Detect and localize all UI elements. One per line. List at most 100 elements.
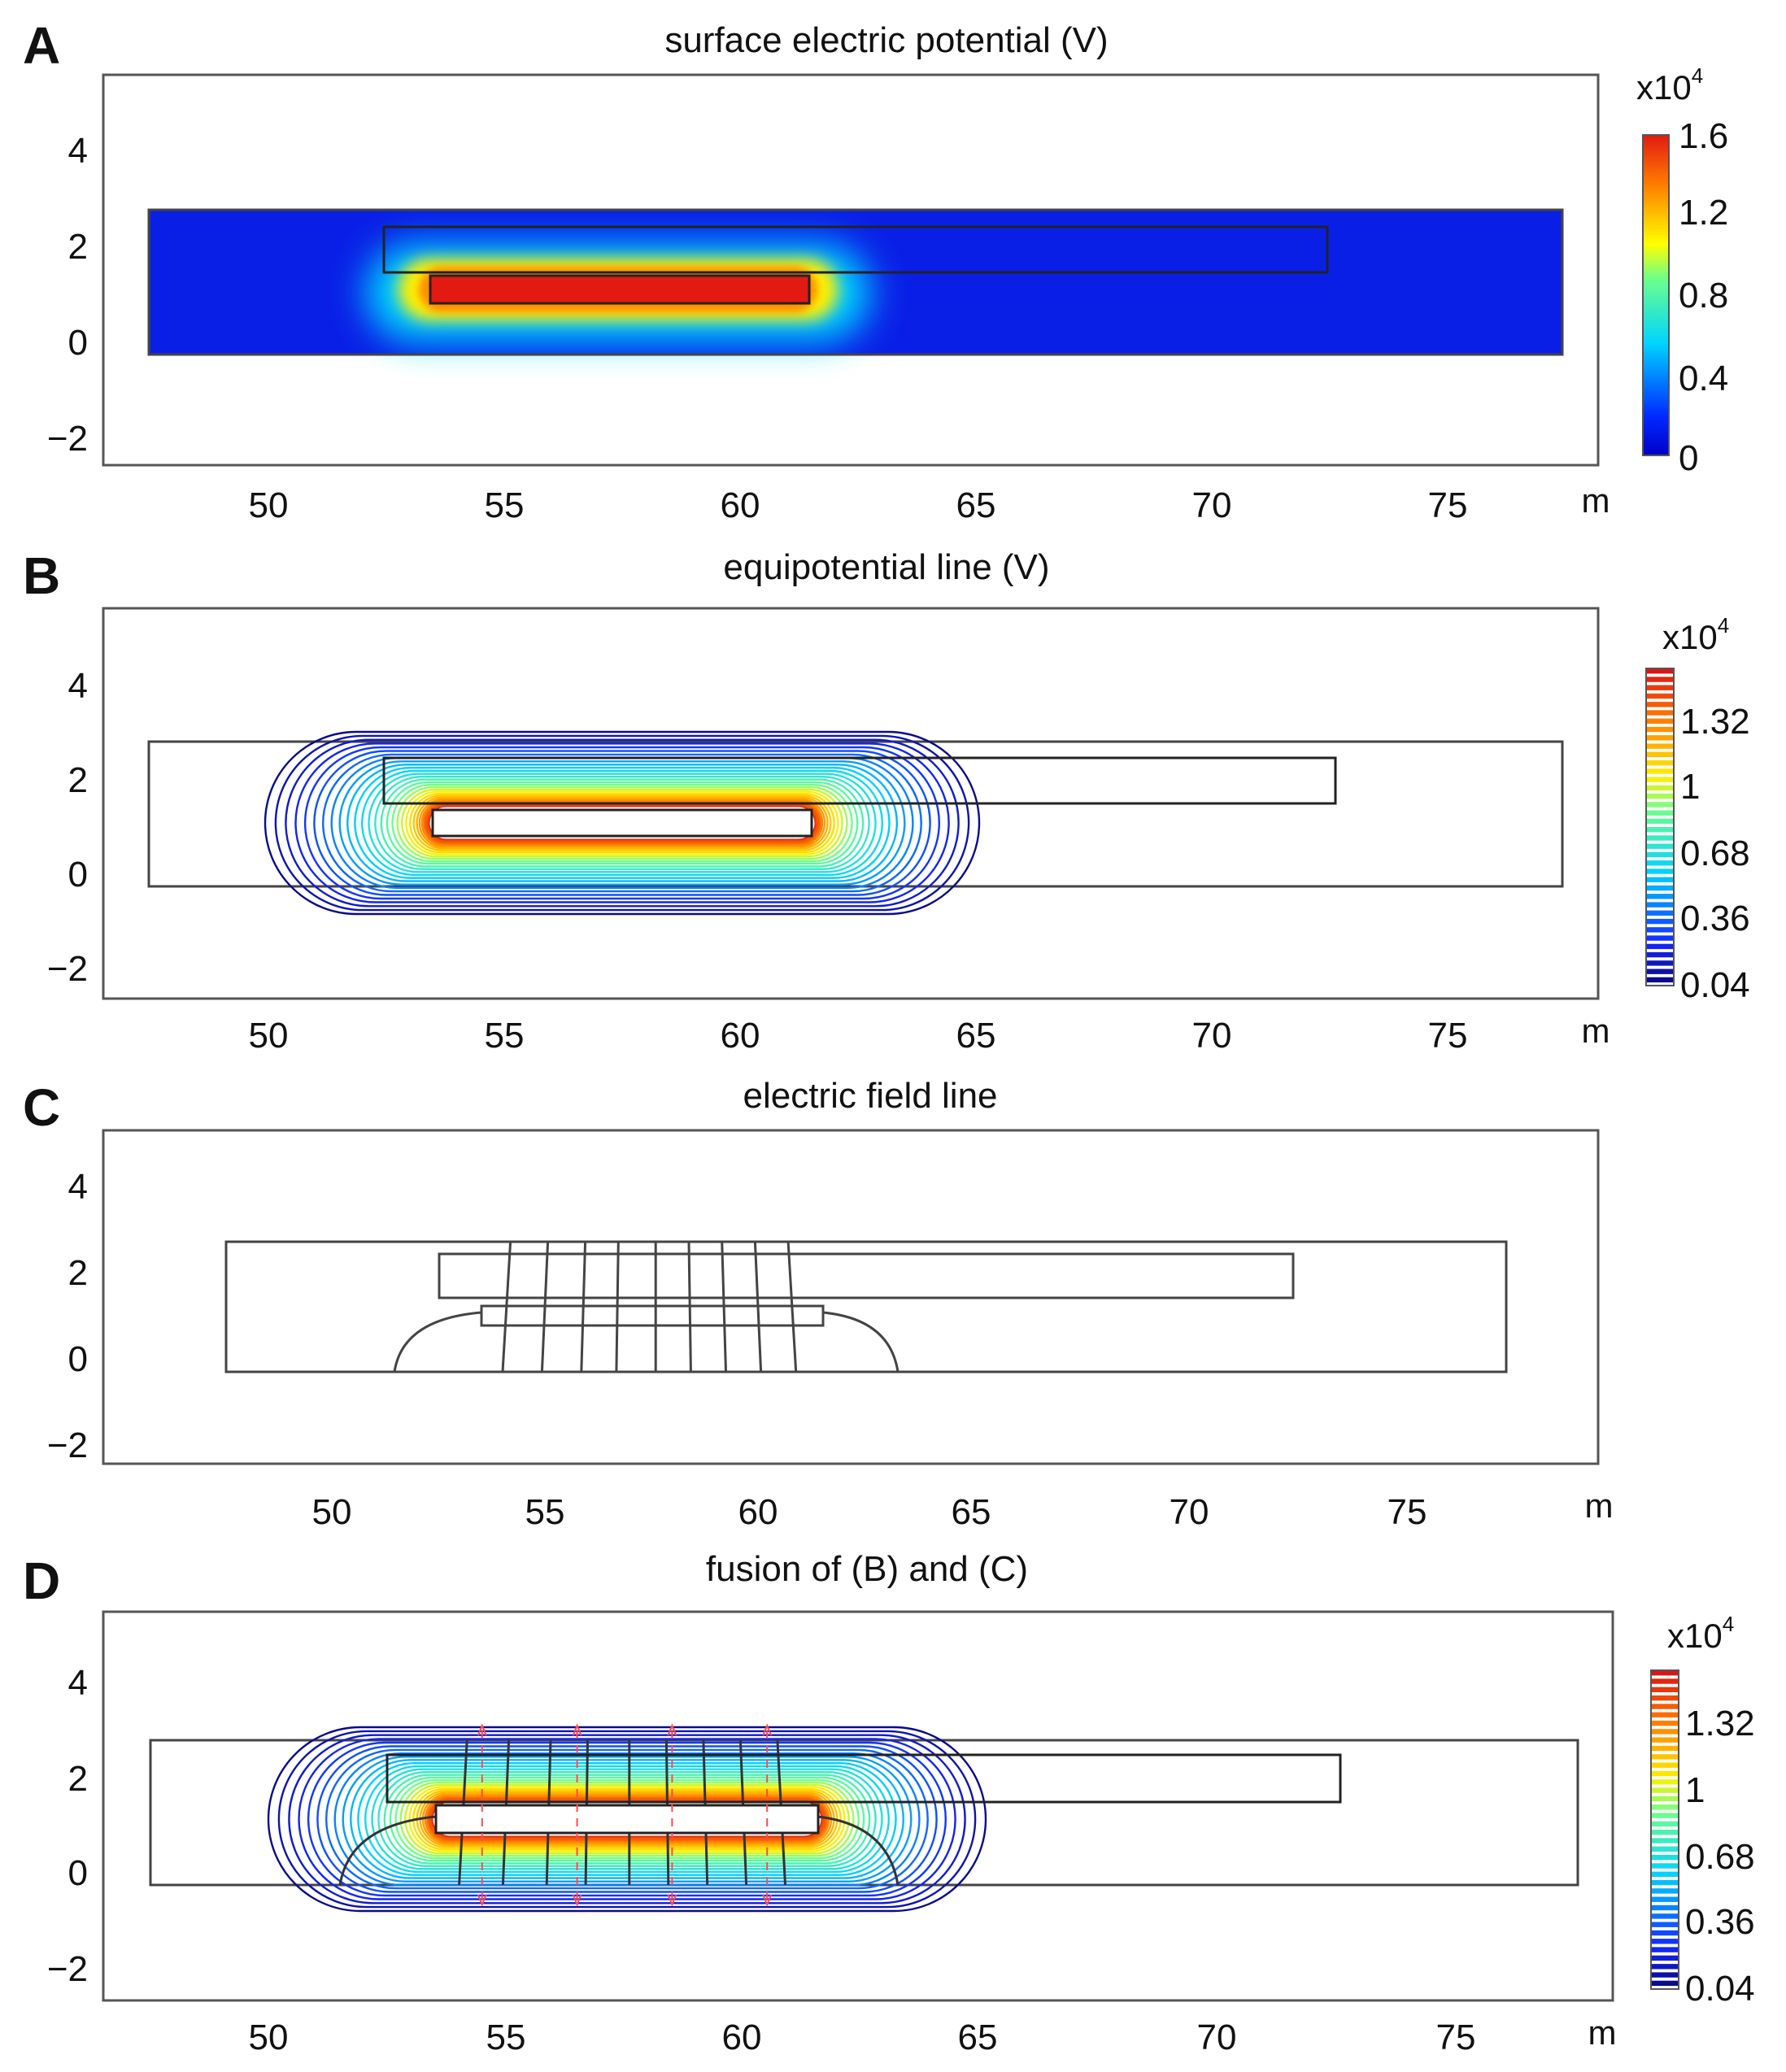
equipotential-line (357, 1761, 897, 1876)
panel-c-letter: C (23, 1078, 60, 1137)
equipotential-line (409, 793, 835, 854)
equipotential-line (399, 1781, 855, 1857)
panel-c-y-ticks: 4 2 0 −2 (47, 1167, 88, 1465)
panel-b-electrode (431, 808, 813, 838)
x-tick-label: 65 (952, 1492, 991, 1532)
colorbar-stripe (1646, 835, 1674, 841)
colorbar-exponent: x104 (1667, 1612, 1734, 1655)
x-tick-label: 50 (249, 1016, 289, 1056)
panel-c-title: electric field line (743, 1076, 997, 1116)
y-tick-label: −2 (47, 1949, 88, 1989)
equipotential-line (325, 1748, 929, 1890)
equipotential-line (394, 1778, 860, 1860)
panel-d-title: fusion of (B) and (C) (706, 1549, 1028, 1589)
y-tick-label: 2 (68, 1253, 88, 1293)
colorbar-stripe (1651, 1846, 1679, 1852)
panel-c-field-lines (501, 1241, 798, 1373)
y-tick-label: 2 (68, 1759, 88, 1799)
field-line (580, 1241, 587, 1373)
arrow-head (477, 1894, 487, 1907)
colorbar-stripe (1651, 1871, 1679, 1877)
colorbar-stripe (1651, 1796, 1679, 1802)
panel-a: A surface electric potential (V) 4 2 0 −… (23, 16, 1728, 525)
x-tick-label: 60 (721, 1016, 760, 1056)
colorbar-stripe (1646, 818, 1674, 825)
equipotential-line (361, 769, 883, 877)
equipotential-line (405, 790, 839, 855)
colorbar-stripe (1651, 1704, 1679, 1709)
panel-d-left-arc (338, 1815, 437, 1886)
equipotential-line (396, 786, 848, 860)
colorbar-stripe (1651, 1779, 1679, 1785)
x-tick-label: 75 (1428, 1016, 1468, 1056)
colorbar-stripes (1651, 1670, 1679, 1987)
colorbar-stripe (1651, 1854, 1679, 1861)
x-tick-label: 65 (956, 485, 996, 525)
equipotential-line (350, 1759, 904, 1879)
panel-a-colorbar: x104 1.6 1.2 0.8 0.4 0 (1636, 63, 1728, 478)
equipotential-line (313, 750, 931, 896)
arrow-head (572, 1894, 582, 1907)
x-tick-label: 70 (1192, 1016, 1232, 1056)
colorbar-stripe (1651, 1737, 1679, 1743)
colorbar-stripe (1651, 1821, 1679, 1827)
panel-c-x-ticks: 50 55 60 65 70 75 (312, 1492, 1427, 1532)
x-tick-label: 60 (721, 485, 760, 525)
panel-a-electrode (429, 274, 811, 305)
colorbar-tick-label: 1.6 (1679, 116, 1728, 156)
panel-c-x-unit: m (1585, 1487, 1614, 1525)
colorbar-stripe (1651, 1678, 1679, 1684)
colorbar-stripe (1651, 1695, 1679, 1701)
colorbar-stripe (1651, 1770, 1679, 1777)
x-tick-label: 75 (1387, 1492, 1427, 1532)
arrow-head (762, 1723, 773, 1736)
colorbar-stripe (1646, 785, 1674, 791)
y-tick-label: 4 (68, 1663, 88, 1703)
panel-a-title: surface electric potential (V) (664, 20, 1108, 60)
panel-d-plot-frame (102, 1610, 1614, 2002)
colorbar-stripe (1646, 802, 1674, 807)
colorbar-stripe (1646, 693, 1674, 699)
equipotential-line (401, 788, 843, 858)
colorbar-stripe (1651, 1720, 1679, 1726)
y-tick-label: −2 (47, 1426, 88, 1465)
colorbar-stripe (1646, 877, 1674, 882)
panel-d-y-ticks: 4 2 0 −2 (47, 1663, 88, 1989)
colorbar-stripe (1646, 860, 1674, 866)
equipotential-line (404, 1783, 850, 1855)
colorbar-tick-label: 0.36 (1680, 899, 1750, 938)
equipotential-line (288, 1734, 966, 1904)
y-tick-label: 0 (68, 1853, 88, 1893)
panel-c-plot-frame (102, 1129, 1600, 1465)
equipotential-line (264, 730, 981, 916)
equipotential-line (420, 799, 824, 847)
colorbar-stripe (1646, 902, 1674, 908)
x-tick-label: 65 (956, 1016, 996, 1056)
colorbar-stripe (1646, 885, 1674, 891)
equipotential-line (354, 767, 891, 879)
colorbar-stripe (1646, 743, 1674, 749)
colorbar-stripe (1651, 1729, 1679, 1735)
x-tick-label: 75 (1436, 2018, 1476, 2057)
colorbar-stripe (1646, 760, 1674, 766)
panel-b-letter: B (23, 546, 60, 605)
colorbar-stripe (1646, 918, 1674, 925)
panel-d-x-unit: m (1588, 2013, 1617, 2052)
equipotential-line (368, 773, 877, 873)
colorbar-stripe (1646, 710, 1674, 716)
y-tick-label: 2 (68, 760, 88, 800)
x-tick-label: 55 (486, 2018, 526, 2057)
field-line (753, 1241, 763, 1373)
x-tick-label: 50 (249, 2018, 289, 2057)
panel-d-electrode (434, 1804, 820, 1835)
colorbar-exponent: x104 (1636, 63, 1703, 107)
equipotential-line (374, 776, 870, 870)
x-tick-label: 55 (525, 1492, 565, 1532)
y-tick-label: 4 (68, 131, 88, 171)
equipotential-line (426, 1796, 828, 1842)
panel-b-upper-rect (382, 756, 1337, 805)
colorbar-stripe (1651, 1913, 1679, 1919)
colorbar-stripe (1646, 810, 1674, 816)
colorbar-stripe (1646, 943, 1674, 950)
x-tick-label: 75 (1428, 485, 1468, 525)
